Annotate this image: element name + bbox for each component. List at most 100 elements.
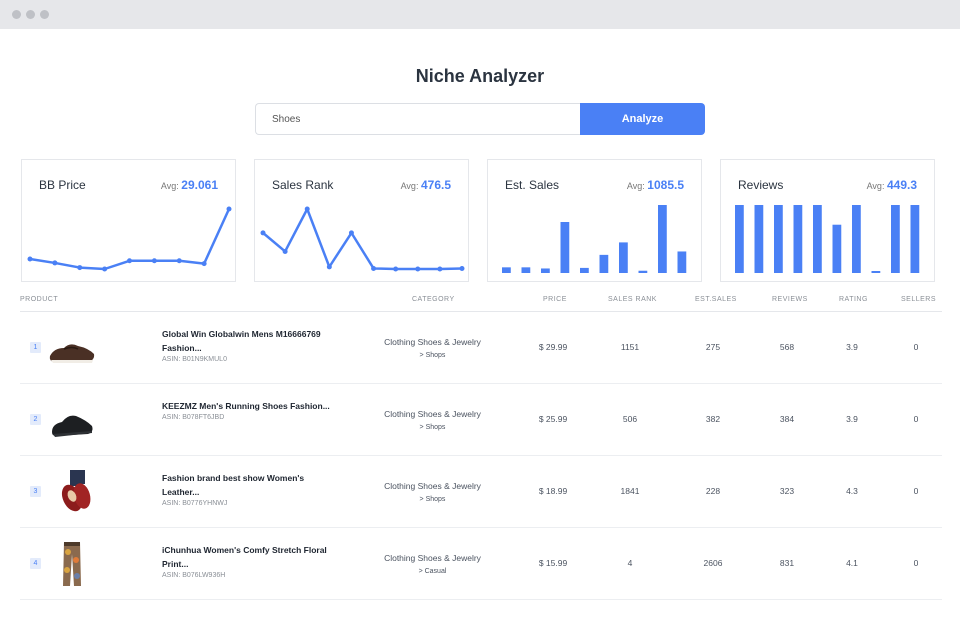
data-point <box>371 265 377 271</box>
window-maximize-dot[interactable] <box>40 10 49 19</box>
bar <box>580 267 589 273</box>
est-sales-cell: 2606 <box>703 558 723 568</box>
analyze-button[interactable]: Analyze <box>580 103 705 135</box>
bar <box>832 224 842 273</box>
row-index: 2 <box>30 414 41 425</box>
card-avg-label: Avg: <box>626 181 645 191</box>
floral-pants-thumbnail <box>63 542 81 586</box>
column-header-sellers[interactable]: SELLERS <box>901 296 937 303</box>
bar <box>735 205 744 273</box>
data-point <box>102 266 108 272</box>
data-point <box>260 230 266 236</box>
sales-rank-cell: 4 <box>627 558 633 568</box>
column-header-rating[interactable]: RATING <box>839 296 868 303</box>
table-row[interactable]: 2 KEEZMZ Men's Running Shoes Fashion... … <box>20 384 942 456</box>
data-point <box>348 230 354 236</box>
data-point <box>52 260 58 266</box>
sales-rank-cell: 506 <box>622 414 638 424</box>
sales-rank-chart <box>260 206 465 272</box>
category-label: Clothing Shoes & Jewelry <box>384 481 481 491</box>
card-avg: Avg: 1085.5 <box>627 178 684 192</box>
column-header-category[interactable]: CATEGORY <box>412 296 455 303</box>
sellers-cell: 0 <box>913 558 919 568</box>
est-sales-cell: 228 <box>705 486 721 496</box>
category-label: Clothing Shoes & Jewelry <box>384 409 481 419</box>
data-point <box>127 258 132 264</box>
search-bar: Analyze <box>255 103 705 135</box>
bar <box>852 205 861 273</box>
bar <box>793 205 803 273</box>
table-header: PRODUCT CATEGORY PRICE SALES RANK EST.SA… <box>20 292 942 312</box>
product-asin: ASIN: B0776YHNWJ <box>162 500 228 507</box>
product-name[interactable]: Fashion brand best show Women's Leather.… <box>162 473 305 497</box>
subcategory-label: > Shops <box>419 424 446 431</box>
card-avg-label: Avg: <box>400 181 419 191</box>
card-est-sales: Est. Sales Avg: 1085.5 <box>487 159 702 282</box>
product-category: Clothing Shoes & Jewelry > Casual <box>370 551 495 579</box>
bar <box>521 267 531 273</box>
product-name[interactable]: Global Win Globalwin Mens M16666769 Fash… <box>162 329 321 353</box>
reviews-cell: 568 <box>779 342 795 352</box>
est-sales-cell: 275 <box>705 342 721 352</box>
card-avg-value: 449.3 <box>886 178 917 192</box>
card-avg: Avg: 449.3 <box>867 178 917 192</box>
card-avg-value: 1085.5 <box>647 178 684 192</box>
subcategory-label: > Shops <box>419 352 446 359</box>
card-avg-value: 476.5 <box>420 178 451 192</box>
column-header-product[interactable]: PRODUCT <box>20 296 59 303</box>
column-header-price[interactable]: PRICE <box>543 296 567 303</box>
data-point <box>176 258 182 264</box>
card-bb-price: BB Price Avg: 29.061 <box>21 159 236 282</box>
table-row[interactable]: 3 Fashion brand best show Women's Leathe… <box>20 456 942 528</box>
window-close-dot[interactable] <box>12 10 21 19</box>
rating-cell: 3.9 <box>846 414 858 424</box>
subcategory-label: > Shops <box>419 496 446 503</box>
column-header-sales-rank[interactable]: SALES RANK <box>608 296 657 303</box>
reviews-cell: 384 <box>779 414 795 424</box>
sales-rank-cell: 1151 <box>620 342 640 352</box>
black-running-shoe-thumbnail <box>52 415 93 437</box>
column-header-est-sales[interactable]: EST.SALES <box>695 296 737 303</box>
data-point <box>437 266 443 272</box>
card-title: Est. Sales <box>505 178 560 192</box>
product-name[interactable]: iChunhua Women's Comfy Stretch Floral Pr… <box>162 545 327 569</box>
data-point <box>201 261 207 267</box>
bar <box>871 271 881 273</box>
row-index: 1 <box>30 342 41 353</box>
card-title: BB Price <box>39 178 86 192</box>
data-point <box>77 265 83 271</box>
card-reviews: Reviews Avg: 449.3 <box>720 159 935 282</box>
data-point <box>151 258 157 264</box>
row-index: 4 <box>30 558 41 569</box>
column-header-reviews[interactable]: REVIEWS <box>772 296 808 303</box>
data-point <box>282 248 288 254</box>
series-line <box>262 207 463 271</box>
product-category: Clothing Shoes & Jewelry > Shops <box>370 479 495 507</box>
table-row[interactable]: 4 iChunhua Women's Comfy Stretch Floral … <box>20 528 942 600</box>
card-title: Reviews <box>738 178 784 192</box>
bar <box>813 205 822 273</box>
reviews-cell: 831 <box>779 558 795 568</box>
bar <box>638 270 648 273</box>
category-label: Clothing Shoes & Jewelry <box>384 553 481 563</box>
price-cell: $ 25.99 <box>538 414 568 424</box>
search-input[interactable] <box>255 103 580 135</box>
est-sales-chart <box>502 205 687 273</box>
table-row[interactable]: 1 Global Win Globalwin Mens M16666769 Fa… <box>20 312 942 384</box>
data-point <box>415 266 421 272</box>
card-title: Sales Rank <box>272 178 334 192</box>
red-loafer-thumbnail <box>61 470 91 512</box>
data-point <box>304 206 310 212</box>
rating-cell: 4.3 <box>846 486 858 496</box>
data-point <box>393 266 399 272</box>
product-name[interactable]: KEEZMZ Men's Running Shoes Fashion... <box>162 401 330 411</box>
bar <box>541 268 550 273</box>
product-category: Clothing Shoes & Jewelry > Shops <box>370 407 495 435</box>
product-category: Clothing Shoes & Jewelry > Shops <box>370 335 495 363</box>
price-cell: $ 18.99 <box>538 486 568 496</box>
window-minimize-dot[interactable] <box>26 10 35 19</box>
product-asin: ASIN: B076LW936H <box>162 572 226 579</box>
card-avg-label: Avg: <box>160 181 179 191</box>
card-avg: Avg: 29.061 <box>161 178 218 192</box>
bar <box>560 222 570 273</box>
